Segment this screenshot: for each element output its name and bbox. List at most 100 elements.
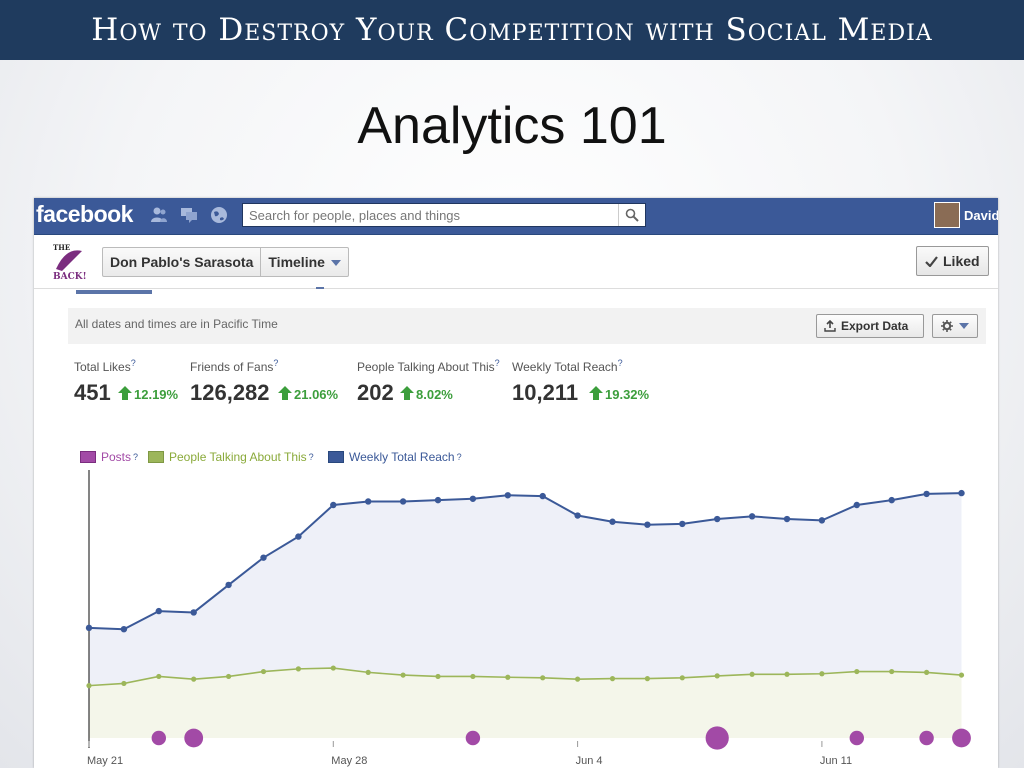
timeline-dropdown[interactable]: Timeline [260,248,348,276]
data-point [225,581,232,589]
data-point [295,666,301,672]
data-point [190,609,197,616]
data-point [924,669,930,675]
facebook-top-bar: facebook David [34,198,998,235]
data-point [958,672,965,678]
settings-dropdown[interactable] [932,314,978,338]
people-talking-area [89,668,962,738]
chevron-down-icon [330,260,341,267]
page-name-button[interactable]: Don Pablo's Sarasota [110,254,254,270]
data-point [644,676,651,682]
messages-icon[interactable] [180,206,198,224]
x-tick-label: Jun 11 [820,755,852,767]
active-tab-indicator [76,290,152,294]
page-header: THE BACK! Don Pablo's Sarasota Timeline … [34,235,998,289]
data-point [86,683,92,689]
data-point [365,669,371,675]
metric-change: 8.02% [416,387,453,402]
data-point [748,513,756,520]
post-bubble [705,726,729,750]
legend-swatch [148,451,164,463]
series-line [88,667,962,687]
post-bubble [151,730,166,746]
data-point [574,512,581,519]
legend-swatch [80,451,96,463]
post-bubble [184,728,204,748]
export-data-button[interactable]: Export Data [816,314,924,338]
legend-weekly-reach[interactable]: Weekly Total Reach? [328,450,462,464]
legend-posts[interactable]: Posts? [80,450,138,464]
user-avatar[interactable] [934,202,960,228]
banner-text: How to Destroy Your Competition with Soc… [91,12,933,48]
data-point [818,517,826,524]
data-point [539,492,546,500]
data-point [434,496,442,504]
post-bubble [919,730,934,746]
metric-label: Weekly Total Reach? [512,358,623,374]
liked-label: Liked [943,253,980,269]
legend-label: Posts [101,450,132,464]
data-point [260,668,267,675]
data-point [435,673,441,680]
data-point [504,492,511,499]
data-point [260,554,267,561]
data-point [191,676,197,682]
tab-indicator-fragment [316,283,324,289]
metric-label: People Talking About This? [357,358,500,374]
data-point [330,501,337,509]
page-logo[interactable]: THE BACK! [52,241,90,281]
facebook-logo[interactable]: facebook [36,201,133,227]
data-point [679,675,685,681]
data-point [155,607,162,615]
svg-text:BACK!: BACK! [53,272,87,281]
friend-requests-icon[interactable] [150,206,168,224]
data-point [399,498,407,505]
metric-value: 202 [357,380,394,405]
legend-label: People Talking About This [169,450,307,464]
data-point [156,673,162,680]
data-point [749,671,755,677]
data-point [609,676,616,682]
data-point [540,675,546,681]
data-point [575,676,581,682]
x-tick-label: May 21 [87,755,123,767]
data-point [470,673,476,680]
data-point [505,674,511,680]
slide-banner: How to Destroy Your Competition with Soc… [0,0,1024,60]
liked-button[interactable]: Liked [916,246,989,276]
metric-label: Friends of Fans? [190,358,279,374]
data-point [784,671,790,677]
legend-people-talking[interactable]: People Talking About This? [148,450,314,464]
search-button[interactable] [618,204,645,226]
page-breadcrumb: Don Pablo's Sarasota Timeline [102,247,349,277]
notifications-globe-icon[interactable] [210,206,228,224]
data-point [853,501,860,509]
data-point [330,665,336,671]
search-box [242,203,646,227]
search-icon [625,208,639,222]
search-input[interactable] [243,204,618,226]
export-data-label: Export Data [841,319,909,333]
up-arrow-icon [589,386,603,400]
data-point [714,515,721,523]
gear-icon [941,320,953,332]
data-point [854,668,860,675]
data-point [644,521,651,528]
data-point [679,520,686,528]
export-icon [824,320,836,332]
legend-label: Weekly Total Reach [349,450,455,464]
timeline-label: Timeline [268,254,325,270]
checkmark-icon [925,255,938,267]
data-point [714,673,720,679]
data-point [889,668,895,675]
data-point [85,624,93,632]
metric-change: 21.06% [294,387,339,402]
metric-value: 126,282 [190,380,270,405]
up-arrow-icon [118,386,132,400]
data-point [923,490,930,498]
data-point [400,672,406,678]
data-point [295,533,302,540]
data-point [783,515,791,523]
user-name[interactable]: David [964,208,998,223]
data-point [958,489,965,497]
